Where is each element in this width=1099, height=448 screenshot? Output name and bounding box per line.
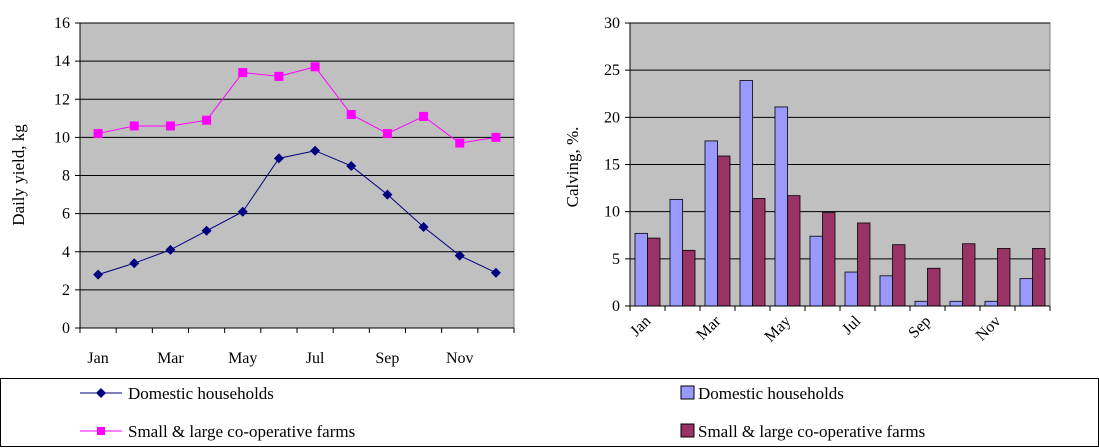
x-tick-label: Mar xyxy=(693,312,724,343)
y-tick-label: 8 xyxy=(62,168,70,185)
data-point-coop xyxy=(491,133,500,142)
y-tick-label: 6 xyxy=(62,206,70,223)
data-point-coop xyxy=(94,129,103,138)
bar-domestic xyxy=(705,141,718,306)
x-tick-label: Nov xyxy=(446,350,474,367)
y-tick-label: 5 xyxy=(612,251,620,268)
x-tick-label: Jul xyxy=(306,350,325,367)
legend-item-domestic-bar: Domestic households xyxy=(681,384,844,403)
y-tick-label: 16 xyxy=(54,15,70,32)
x-tick-labels: Jan Mar May Jul Sep Nov xyxy=(87,350,473,367)
data-point-coop xyxy=(311,62,320,71)
bar-coop xyxy=(683,250,696,306)
y-tick-label: 0 xyxy=(62,320,70,337)
y-axis-label: Daily yield, kg xyxy=(9,124,28,226)
x-tick-label: Jan xyxy=(627,313,654,340)
y-tick-label: 14 xyxy=(54,53,70,70)
y-tick-label: 30 xyxy=(604,15,620,32)
legend-label-coop-bar: Small & large co-operative farms xyxy=(698,422,925,441)
y-tick-label: 15 xyxy=(604,157,620,174)
data-point-coop xyxy=(274,72,283,81)
x-tick-label: May xyxy=(228,350,257,367)
bar-coop xyxy=(648,238,661,306)
bar-domestic xyxy=(635,233,648,306)
x-tick-label: Jan xyxy=(87,350,108,367)
x-tick-label: May xyxy=(762,313,795,346)
bar-coop xyxy=(1033,248,1046,306)
legend-label-domestic-bar: Domestic households xyxy=(698,384,844,403)
bar-coop xyxy=(858,223,871,306)
y-tick-label: 4 xyxy=(62,244,70,261)
x-tick-label: Jul xyxy=(839,312,865,338)
bar-coop xyxy=(718,156,731,306)
bar-coop xyxy=(753,198,766,306)
y-tick-label: 10 xyxy=(604,204,620,221)
bar-coop xyxy=(893,245,906,306)
y-tick-label: 12 xyxy=(54,91,70,108)
x-tick-label: Nov xyxy=(973,313,1005,345)
legend-label-domestic: Domestic households xyxy=(128,384,274,403)
y-tick-labels: 0 2 4 6 8 10 12 14 16 xyxy=(54,15,70,337)
bar-domestic xyxy=(670,199,683,306)
data-point-coop xyxy=(202,116,211,125)
legend-label-coop: Small & large co-operative farms xyxy=(128,422,355,441)
bar-domestic xyxy=(810,236,823,306)
bar-domestic xyxy=(985,301,998,306)
x-tick-label: Sep xyxy=(905,313,934,342)
data-point-coop xyxy=(166,121,175,130)
bar-domestic xyxy=(950,301,963,306)
calving-chart: 0 5 10 15 20 25 30 Jan Mar May Jul Sep Nov Calving,… xyxy=(563,15,1050,346)
bar-coop xyxy=(928,268,941,306)
bar-domestic xyxy=(915,301,928,306)
y-tick-label: 25 xyxy=(604,62,620,79)
y-tick-label: 20 xyxy=(604,109,620,126)
bar-domestic xyxy=(845,272,858,306)
bar-domestic xyxy=(740,81,753,306)
y-tick-label: 2 xyxy=(62,282,70,299)
daily-yield-chart: 0 2 4 6 8 10 12 14 16 Jan Mar May Jul Sep Nov Daily y… xyxy=(9,15,514,367)
data-point-coop xyxy=(130,121,139,130)
bar-coop xyxy=(823,213,836,306)
legend-swatch-domestic xyxy=(681,386,694,399)
x-tick-label: Mar xyxy=(157,350,184,367)
legend-item-coop-bar: Small & large co-operative farms xyxy=(681,422,925,441)
x-tick-label: Sep xyxy=(375,350,399,367)
data-point-coop xyxy=(383,129,392,138)
legend-swatch-coop xyxy=(681,424,694,437)
y-tick-label: 10 xyxy=(54,129,70,146)
legend: Domestic households Small & large co-ope… xyxy=(1,379,1099,447)
data-point-coop xyxy=(455,139,464,148)
bar-coop xyxy=(788,196,801,306)
y-tick-labels: 0 5 10 15 20 25 30 xyxy=(604,15,620,315)
y-axis-label: Calving, %. xyxy=(563,127,582,208)
bar-domestic xyxy=(775,107,788,306)
bar-domestic xyxy=(880,276,893,306)
x-tick-labels: Jan Mar May Jul Sep Nov xyxy=(627,312,1004,345)
data-point-coop xyxy=(238,68,247,77)
legend-marker-square xyxy=(97,427,105,435)
bar-coop xyxy=(998,248,1011,306)
data-point-coop xyxy=(347,110,356,119)
y-tick-label: 0 xyxy=(612,298,620,315)
bar-domestic xyxy=(1020,279,1033,306)
bar-coop xyxy=(963,244,976,306)
data-point-coop xyxy=(419,112,428,121)
